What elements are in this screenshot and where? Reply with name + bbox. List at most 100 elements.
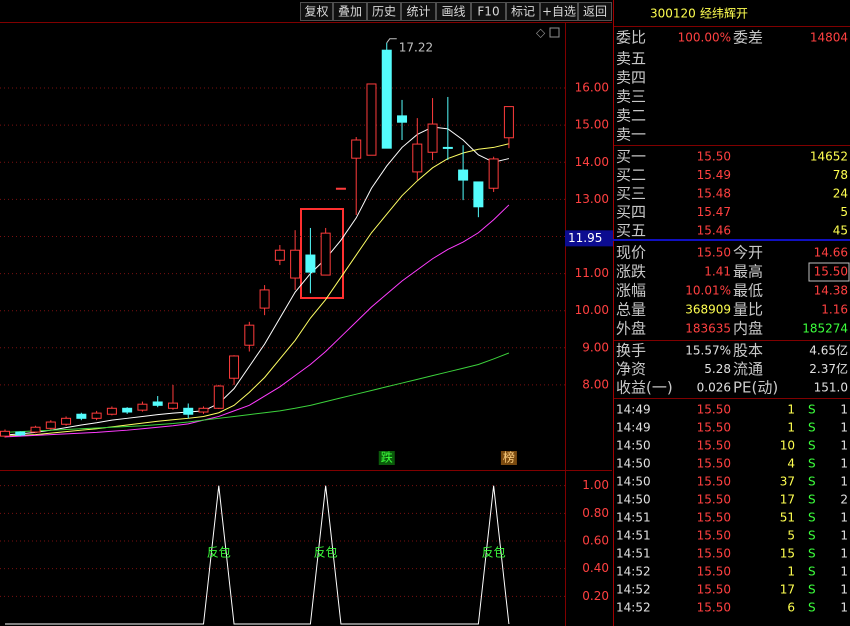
candle-body (198, 407, 209, 413)
trade-cell: S (808, 403, 816, 417)
quote-value: 15.57% (685, 344, 731, 358)
toolbar-button[interactable] (506, 2, 540, 21)
buy-volume: 14652 (810, 150, 848, 164)
signal-label: 反包 (314, 546, 338, 560)
event-label: 榜 (503, 450, 515, 465)
trade-cell: S (808, 493, 816, 507)
quote-value: 1.41 (704, 265, 731, 279)
candle-body (45, 421, 56, 429)
ma-line (4, 126, 510, 436)
quote-label: 换手 (616, 342, 646, 360)
toolbar-button[interactable] (333, 2, 367, 21)
trade-cell: 1 (840, 439, 848, 453)
ma-line (4, 143, 510, 437)
event-label: 跌 (381, 450, 393, 465)
y-tick-label: 14.00 (575, 155, 609, 169)
buy-volume: 78 (833, 168, 848, 182)
candle-body (503, 106, 514, 139)
quote-label: 今开 (733, 244, 763, 262)
candle-body (152, 401, 163, 406)
toolbar-button[interactable] (300, 2, 333, 21)
y-tick-label: 16.00 (575, 81, 609, 95)
y-tick-label: 0.40 (582, 561, 609, 575)
trade-cell: 37 (780, 475, 795, 489)
trade-cell: S (808, 601, 816, 615)
trade-cell: 1 (840, 601, 848, 615)
toolbar-label[interactable]: 返回 (583, 5, 607, 19)
buy-label: 买二 (616, 166, 646, 184)
y-tick-label: 13.00 (575, 192, 609, 206)
trade-cell: 14:50 (616, 475, 651, 489)
quote-value: 0.026 (697, 381, 731, 395)
candle-body (15, 431, 26, 436)
trade-cell: 1 (840, 511, 848, 525)
candle-body (381, 49, 392, 149)
quote-value: 1.16 (821, 303, 848, 317)
candle-body (61, 417, 72, 425)
trade-cell: 4 (787, 457, 795, 471)
trade-cell: 14:50 (616, 457, 651, 471)
candle-body (259, 289, 270, 309)
toolbar-label[interactable]: +自选 (542, 5, 576, 19)
icon-diamond[interactable]: ◇ (536, 26, 546, 40)
quote-value: 183635 (685, 322, 731, 336)
quote-value: 5.28 (704, 362, 731, 376)
quote-label: 涨跌 (616, 263, 646, 281)
y-tick-label: 0.80 (582, 506, 609, 520)
trade-cell: 15.50 (697, 547, 731, 561)
quote-label: 净资 (616, 360, 646, 378)
trade-cell: S (808, 457, 816, 471)
toolbar-label[interactable]: 复权 (304, 5, 328, 19)
buy-volume: 24 (833, 187, 848, 201)
candle-body (366, 83, 377, 156)
quote-value: 4.65亿 (809, 343, 848, 358)
ma-line (4, 204, 510, 438)
cursor-box (565, 230, 613, 247)
buy-label: 买一 (616, 148, 646, 166)
toolbar-button[interactable] (540, 2, 578, 21)
icon-square[interactable] (549, 27, 560, 38)
toolbar-button[interactable] (436, 2, 471, 21)
toolbar-button[interactable] (471, 2, 506, 21)
trade-cell: 5 (787, 529, 795, 543)
trade-cell: 15 (780, 547, 795, 561)
toolbar-label[interactable]: 标记 (511, 5, 535, 19)
quote-label: PE(动) (733, 379, 778, 397)
y-tick-label: 8.00 (582, 377, 609, 391)
quote-value: 151.0 (814, 381, 848, 395)
candle-body (397, 115, 408, 123)
quote-value: 2.37亿 (809, 361, 848, 376)
quote-value: 100.00% (678, 31, 731, 45)
candle-body (335, 187, 346, 190)
buy-price: 15.49 (697, 168, 731, 182)
quote-label: 总量 (616, 301, 646, 319)
sell-label: 卖二 (616, 107, 646, 125)
quote-label: 外盘 (616, 320, 646, 338)
y-tick-label: 0.20 (582, 589, 609, 603)
buy-price: 15.47 (697, 205, 731, 219)
toolbar-button[interactable] (401, 2, 436, 21)
quote-label: 内盘 (733, 320, 763, 338)
quote-label: 委比 (616, 29, 646, 47)
y-tick-label: 9.00 (582, 340, 609, 354)
toolbar-label[interactable]: F10 (477, 5, 499, 19)
toolbar-label[interactable]: 历史 (372, 5, 396, 19)
signal-label: 反包 (482, 546, 506, 560)
candle-body (213, 385, 224, 409)
buy-price: 15.50 (697, 150, 731, 164)
y-tick-label: 15.00 (575, 118, 609, 132)
candle-body (76, 413, 87, 419)
toolbar-button[interactable] (578, 2, 612, 21)
toolbar-label[interactable]: 叠加 (338, 5, 362, 19)
toolbar-label[interactable]: 统计 (406, 5, 430, 19)
trade-cell: 14:51 (616, 547, 651, 561)
buy-label: 买四 (616, 203, 646, 221)
toolbar-button[interactable] (367, 2, 401, 21)
quote-label: 收益(一) (616, 379, 673, 397)
trade-cell: 15.50 (697, 601, 731, 615)
candle-body (290, 249, 301, 279)
candle-body (91, 412, 102, 419)
quote-label: 涨幅 (616, 282, 646, 300)
toolbar-label[interactable]: 画线 (441, 5, 465, 19)
